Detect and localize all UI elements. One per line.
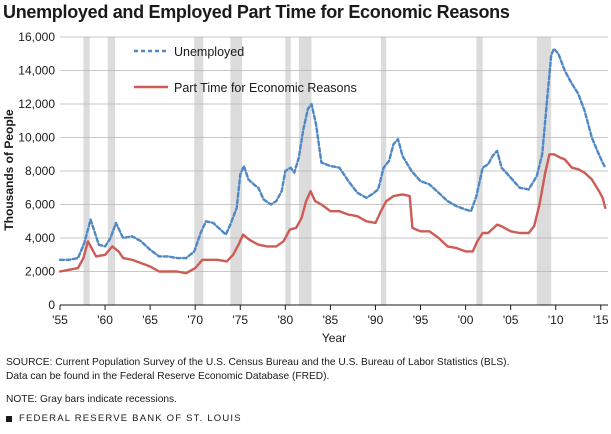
footer-text: FEDERAL RESERVE BANK OF ST. LOUIS [19, 413, 242, 424]
recession-note: NOTE: Gray bars indicate recessions. [6, 394, 177, 405]
y-axis-label: Thousands of People [2, 109, 16, 231]
x-tick-label: '60 [97, 313, 113, 327]
x-tick-label: '95 [413, 313, 429, 327]
series-line-part-time [58, 153, 607, 275]
x-tick-label: '10 [548, 313, 564, 327]
x-tick-label: '05 [503, 313, 519, 327]
y-tick-label: 14,000 [18, 64, 55, 78]
x-tick-label: '75 [232, 313, 248, 327]
footer-square-icon [6, 415, 12, 422]
source-note-line-2: Data can be found in the Federal Reserve… [6, 371, 330, 382]
series-lines [58, 47, 607, 275]
y-tick-label: 0 [48, 298, 55, 312]
y-tick-label: 8,000 [25, 164, 55, 178]
y-tick-label: 4,000 [25, 231, 55, 245]
x-tick-label: '90 [368, 313, 384, 327]
chart-title: Unemployed and Employed Part Time for Ec… [3, 2, 510, 22]
y-tick-label: 10,000 [18, 131, 55, 145]
legend: Unemployed Part Time for Economic Reason… [134, 45, 357, 95]
y-axis: 0 2,000 4,000 6,000 8,000 10,000 12,000 14,000 1… [18, 30, 55, 312]
x-tick-label: '15 [593, 313, 609, 327]
x-axis: '55 '60 '65 '70 '75 '80 '85 '90 '95 '00 '05 '10 '15 [52, 305, 609, 327]
legend-label-part-time: Part Time for Economic Reasons [174, 81, 357, 95]
notes: SOURCE: Current Population Survey of the… [6, 356, 509, 407]
gridlines [60, 36, 608, 272]
x-tick-label: '70 [187, 313, 203, 327]
x-axis-label: Year [322, 331, 346, 345]
y-tick-label: 2,000 [25, 265, 55, 279]
x-tick-label: '55 [52, 313, 68, 327]
x-tick-label: '00 [458, 313, 474, 327]
x-tick-label: '85 [323, 313, 339, 327]
x-tick-label: '65 [142, 313, 158, 327]
x-tick-label: '80 [278, 313, 294, 327]
y-tick-label: 16,000 [18, 30, 55, 44]
chart: '55'60'65'70'75'80'85'90'95'00'05'10'15 … [2, 30, 609, 345]
source-note-line-1: SOURCE: Current Population Survey of the… [6, 357, 510, 368]
y-tick-label: 6,000 [25, 198, 55, 212]
footer: FEDERAL RESERVE BANK OF ST. LOUIS [6, 413, 242, 424]
series-line-unemployed [58, 47, 607, 261]
y-tick-label: 12,000 [18, 97, 55, 111]
legend-label-unemployed: Unemployed [174, 45, 244, 59]
